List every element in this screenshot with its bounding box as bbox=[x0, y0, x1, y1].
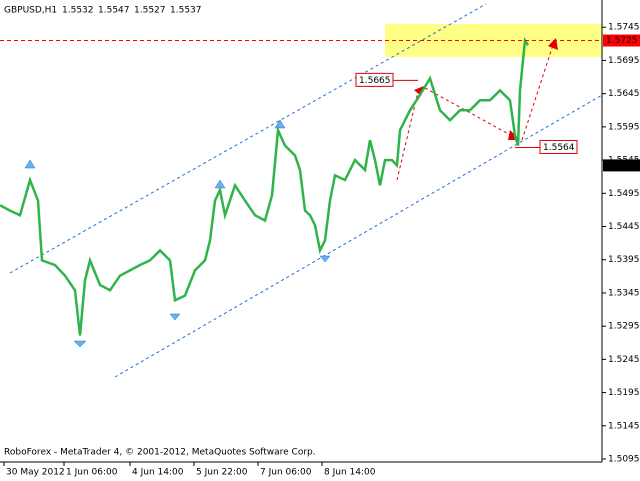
quote-value: 1.5527 bbox=[134, 6, 166, 16]
y-tick-label: 1.5645 bbox=[608, 89, 640, 99]
price-line bbox=[0, 36, 530, 336]
footer: RoboForex - MetaTrader 4, © 2001-2012, M… bbox=[4, 448, 316, 458]
y-tick-label: 1.5095 bbox=[608, 455, 640, 465]
quote-value: 1.5532 bbox=[62, 6, 94, 16]
x-tick-label: 1 Jun 06:00 bbox=[66, 468, 118, 478]
x-tick-label: 4 Jun 14:00 bbox=[132, 468, 184, 478]
price-box bbox=[603, 159, 640, 172]
x-tick-label: 7 Jun 06:00 bbox=[260, 468, 312, 478]
y-tick-label: 1.5595 bbox=[608, 122, 640, 132]
y-tick-label: 1.5395 bbox=[608, 255, 640, 265]
y-tick-label: 1.5245 bbox=[608, 355, 640, 365]
quote-value: 1.5537 bbox=[170, 6, 202, 16]
channel-upper bbox=[9, 3, 487, 274]
channel-lower bbox=[114, 94, 603, 378]
callout-label: 1.5665 bbox=[359, 76, 391, 86]
y-tick-label: 1.5445 bbox=[608, 222, 640, 232]
y-tick-label: 1.5195 bbox=[608, 388, 640, 398]
x-tick-label: 30 May 2012 bbox=[6, 468, 65, 478]
price-label: 1.5537 bbox=[606, 161, 638, 171]
x-tick-label: 8 Jun 14:00 bbox=[324, 468, 376, 478]
symbol: GBPUSD,H1 bbox=[4, 6, 57, 16]
y-tick-label: 1.5695 bbox=[608, 56, 640, 66]
y-tick-label: 1.5745 bbox=[608, 23, 640, 33]
y-tick-label: 1.5145 bbox=[608, 421, 640, 431]
y-tick-label: 1.5495 bbox=[608, 189, 640, 199]
y-tick-label: 1.5345 bbox=[608, 288, 640, 298]
callout-label: 1.5564 bbox=[543, 143, 575, 153]
level-label-box bbox=[603, 34, 640, 47]
quote-value: 1.5547 bbox=[98, 6, 130, 16]
y-tick-label: 1.5295 bbox=[608, 322, 640, 332]
fractals bbox=[24, 119, 331, 348]
callout-box bbox=[539, 139, 578, 154]
level-label: 1.5725 bbox=[606, 36, 638, 46]
forecast-arrows bbox=[396, 44, 554, 181]
callout-box bbox=[355, 72, 394, 87]
x-tick-label: 5 Jun 22:00 bbox=[196, 468, 248, 478]
